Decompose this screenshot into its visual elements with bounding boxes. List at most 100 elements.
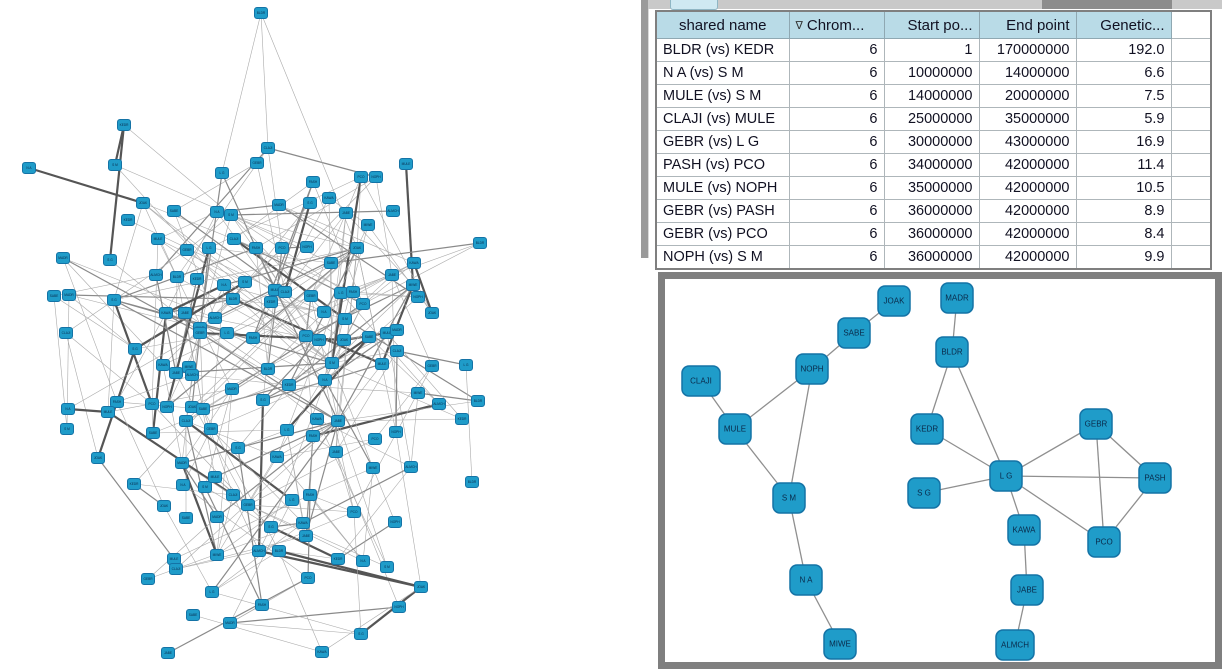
network-node[interactable]: JABE — [178, 307, 192, 319]
network-node[interactable]: MIWE — [411, 387, 425, 399]
cell-value[interactable]: 6 — [788, 107, 885, 131]
cell-value[interactable]: 6 — [788, 38, 885, 62]
sub-network-node-gebr[interactable]: GEBR — [1079, 408, 1113, 440]
network-node[interactable]: CLAJI — [59, 327, 73, 339]
cell-value[interactable]: 9.9 — [1075, 245, 1172, 270]
sub-network-node-sm[interactable]: S M — [772, 482, 806, 514]
network-node[interactable]: JOAK — [414, 581, 428, 593]
cell-value[interactable]: 11.4 — [1075, 153, 1172, 177]
sub-network-node-jabe[interactable]: JABE — [1010, 574, 1044, 606]
network-node[interactable]: S M — [325, 357, 339, 369]
network-node[interactable]: BLDR — [471, 395, 485, 407]
cell-value[interactable]: 14000000 — [978, 61, 1077, 85]
cell-value[interactable]: 35000000 — [978, 107, 1077, 131]
network-node[interactable]: SABE — [167, 205, 181, 217]
network-node[interactable]: NOPH — [369, 171, 383, 183]
network-node[interactable]: CLAJI — [278, 286, 292, 298]
cell-value[interactable]: 6 — [788, 153, 885, 177]
table-row[interactable]: NOPH (vs) S M 6 36000000 42000000 9.9 — [655, 245, 1212, 270]
network-node[interactable]: JABE — [169, 367, 183, 379]
network-node[interactable]: MADR — [62, 289, 76, 301]
network-node[interactable]: S G — [256, 394, 270, 406]
sub-network-node-kawa[interactable]: KAWA — [1007, 514, 1041, 546]
sub-network-node-almch[interactable]: ALMCH — [995, 629, 1035, 661]
network-node[interactable]: BLDR — [226, 293, 240, 305]
network-node[interactable]: S G — [231, 442, 245, 454]
network-node[interactable]: KEDR — [117, 119, 131, 131]
network-node[interactable]: GEBR — [180, 244, 194, 256]
cell-value[interactable]: 6 — [788, 222, 885, 246]
sub-network-node-joak[interactable]: JOAK — [877, 285, 911, 317]
network-node[interactable]: NOPH — [312, 334, 326, 346]
network-node[interactable]: MADR — [225, 383, 239, 395]
network-node[interactable]: KEDR — [264, 296, 278, 308]
network-node[interactable]: S G — [128, 343, 142, 355]
cell-shared-name[interactable]: BLDR (vs) KEDR — [655, 38, 790, 62]
network-node[interactable]: MULE — [399, 158, 413, 170]
network-node[interactable]: S G — [354, 628, 368, 640]
table-row[interactable]: GEBR (vs) L G 6 30000000 43000000 16.9 — [655, 130, 1212, 154]
sub-network-node-lg[interactable]: L G — [989, 460, 1023, 492]
network-node[interactable]: KEDR — [331, 553, 345, 565]
network-node[interactable]: NOPH — [300, 241, 314, 253]
network-node[interactable]: PASH — [306, 430, 320, 442]
network-node[interactable]: NOPH — [392, 601, 406, 613]
network-node[interactable]: MADR — [272, 199, 286, 211]
table-row[interactable]: GEBR (vs) PASH 6 36000000 42000000 8.9 — [655, 199, 1212, 223]
network-node[interactable]: S G — [303, 197, 317, 209]
network-node[interactable]: L G — [215, 167, 229, 179]
network-node[interactable]: KAWA — [407, 257, 421, 269]
network-node[interactable]: MIWE — [366, 462, 380, 474]
cell-shared-name[interactable]: N A (vs) S M — [655, 61, 790, 85]
network-node[interactable]: MADR — [56, 252, 70, 264]
cell-shared-name[interactable]: CLAJI (vs) MULE — [655, 107, 790, 131]
network-node[interactable]: N A — [61, 403, 75, 415]
network-node[interactable]: JABE — [331, 415, 345, 427]
network-node[interactable]: JOAK — [91, 452, 105, 464]
network-node[interactable]: L G — [334, 287, 348, 299]
network-node[interactable]: S M — [60, 423, 74, 435]
cell-value[interactable]: 7.5 — [1075, 84, 1172, 108]
network-node[interactable]: SABE — [146, 427, 160, 439]
sub-network-node-sabe[interactable]: SABE — [837, 317, 871, 349]
network-node[interactable]: MADR — [390, 324, 404, 336]
network-node[interactable]: JABE — [339, 207, 353, 219]
network-node[interactable]: JABE — [299, 530, 313, 542]
cell-value[interactable]: 6 — [788, 245, 885, 270]
table-row[interactable]: MULE (vs) S M 6 14000000 20000000 7.5 — [655, 84, 1212, 108]
network-node[interactable]: PCO — [368, 433, 382, 445]
network-node[interactable]: GEBR — [193, 327, 207, 339]
cell-shared-name[interactable]: MULE (vs) NOPH — [655, 176, 790, 200]
table-row[interactable]: BLDR (vs) KEDR 6 1 170000000 192.0 — [655, 38, 1212, 62]
network-node[interactable]: MULE — [167, 553, 181, 565]
network-node[interactable]: KAWA — [156, 359, 170, 371]
column-header-endpoint[interactable]: End point — [978, 10, 1077, 39]
table-row[interactable]: CLAJI (vs) MULE 6 25000000 35000000 5.9 — [655, 107, 1212, 131]
network-node[interactable]: KEDR — [127, 478, 141, 490]
network-node[interactable]: KAWA — [310, 413, 324, 425]
network-node[interactable]: S G — [264, 521, 278, 533]
sub-network-node-claji[interactable]: CLAJI — [681, 365, 721, 397]
network-node[interactable]: ALMCH — [149, 269, 163, 281]
cell-value[interactable]: 36000000 — [883, 245, 980, 270]
network-node[interactable]: CLAJI — [169, 563, 183, 575]
network-node[interactable]: SABE — [196, 403, 210, 415]
network-node[interactable]: BLDR — [272, 545, 286, 557]
network-node[interactable]: BLDR — [254, 7, 268, 19]
network-node[interactable]: S M — [380, 561, 394, 573]
network-node[interactable]: MADR — [223, 617, 237, 629]
network-node[interactable]: PCO — [356, 298, 370, 310]
network-node[interactable]: BLDR — [473, 237, 487, 249]
network-node[interactable]: N A — [317, 306, 331, 318]
network-node[interactable]: KEDR — [282, 379, 296, 391]
network-node[interactable]: JOAK — [337, 334, 351, 346]
sub-network-node-pash[interactable]: PASH — [1138, 462, 1172, 494]
cell-value[interactable]: 14000000 — [883, 84, 980, 108]
network-node[interactable]: CLAJI — [227, 233, 241, 245]
network-node[interactable]: L G — [205, 586, 219, 598]
cell-value[interactable]: 6 — [788, 176, 885, 200]
network-node[interactable]: KAWA — [315, 646, 329, 658]
network-node[interactable]: ALMCH — [252, 545, 266, 557]
network-node[interactable]: CLAJI — [179, 415, 193, 427]
